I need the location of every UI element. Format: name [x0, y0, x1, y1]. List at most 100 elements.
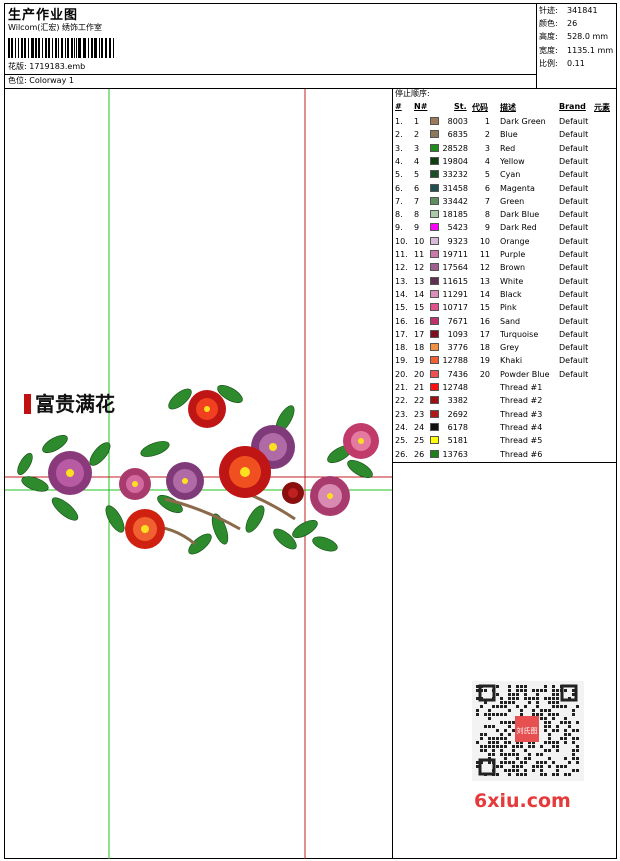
row-n: 25: [414, 436, 425, 446]
color-swatch: [430, 210, 439, 219]
row-code: 11: [479, 250, 490, 259]
color-swatch: [430, 276, 439, 285]
row-desc: Green: [500, 196, 525, 206]
color-swatch: [430, 356, 439, 365]
row-stitches: 8003: [447, 117, 468, 126]
design-value: 1719183.emb: [29, 62, 86, 71]
row-brand: Default: [559, 183, 589, 193]
row-num: 1.: [395, 117, 403, 126]
peony-embroidery-artwork: 富贵满花: [17, 384, 379, 555]
row-num: 6.: [395, 183, 403, 193]
row-num: 4.: [395, 156, 403, 166]
row-brand: Default: [559, 289, 589, 299]
row-n: 26: [414, 449, 425, 459]
row-stitches: 33232: [442, 170, 468, 180]
row-n: 15: [414, 303, 425, 313]
row-desc: Khaki: [500, 356, 523, 366]
flower-darkred-4: [282, 482, 304, 504]
flower-pink-5: [343, 423, 379, 459]
row-code: 8: [484, 210, 490, 220]
row-desc: Dark Blue: [500, 210, 540, 220]
row-num: 12.: [395, 263, 408, 273]
row-desc: Magenta: [500, 183, 535, 193]
row-stitches: 19711: [442, 250, 468, 259]
row-n: 5: [414, 170, 420, 180]
row-code: 18: [479, 343, 490, 353]
row-code: 17: [479, 329, 490, 339]
row-n: 22: [414, 396, 425, 406]
row-num: 26.: [395, 449, 408, 459]
color-swatch: [430, 329, 439, 338]
color-swatch: [430, 383, 439, 391]
flower-magenta-3: [166, 462, 204, 500]
row-n: 7: [414, 196, 420, 206]
row-stitches: 17564: [442, 263, 468, 273]
colorway-label: 色位:: [8, 76, 27, 85]
colorway-line: 色位: Colorway 1: [8, 76, 74, 86]
row-stitches: 6835: [447, 130, 468, 140]
row-num: 5.: [395, 170, 403, 180]
red-seal-stamp: [24, 394, 31, 414]
row-code: 15: [479, 303, 490, 313]
flower-pink-6: [310, 476, 350, 516]
row-n: 16: [414, 316, 425, 326]
row-stitches: 7671: [447, 316, 468, 326]
row-code: 6: [484, 183, 490, 193]
row-brand: Default: [559, 196, 589, 206]
row-num: 24.: [395, 422, 408, 432]
row-desc: Grey: [500, 343, 519, 353]
col-header-code: 代码: [472, 103, 488, 112]
row-num: 8.: [395, 210, 403, 220]
row-desc: Dark Green: [500, 117, 546, 126]
col-header-num: #: [395, 102, 402, 111]
qr-code-watermark: 刘氏图: [472, 681, 584, 781]
row-brand: Default: [559, 369, 589, 379]
row-n: 4: [414, 156, 420, 166]
row-code: 10: [479, 236, 490, 246]
row-code: 16: [479, 316, 490, 326]
row-num: 18.: [395, 343, 408, 353]
row-brand: Default: [559, 223, 589, 233]
row-num: 15.: [395, 303, 408, 313]
row-num: 22.: [395, 396, 408, 406]
row-desc: Black: [500, 289, 522, 299]
color-swatch: [430, 130, 439, 139]
row-brand: Default: [559, 316, 589, 326]
row-code: 14: [479, 289, 490, 299]
row-num: 14.: [395, 289, 408, 299]
row-desc: Sand: [500, 316, 521, 326]
row-brand: Default: [559, 343, 589, 353]
row-desc: Blue: [500, 130, 518, 140]
col-header-brand: Brand: [559, 102, 586, 111]
row-brand: Default: [559, 329, 589, 339]
row-n: 14: [414, 289, 425, 299]
color-swatch: [430, 143, 439, 152]
color-swatch: [430, 263, 439, 272]
row-code: 1: [484, 117, 490, 126]
row-stitches: 3382: [447, 396, 468, 406]
divider: [536, 3, 537, 89]
divider: [392, 462, 617, 463]
row-desc: Thread #5: [500, 436, 543, 446]
row-n: 1: [414, 117, 420, 126]
row-num: 10.: [395, 236, 408, 246]
col-header-n: N#: [414, 102, 428, 111]
flower-red-1: [188, 390, 226, 428]
row-code: 5: [484, 170, 490, 180]
row-desc: Purple: [500, 250, 526, 259]
row-brand: Default: [559, 356, 589, 366]
row-n: 13: [414, 276, 425, 286]
stat-width: 宽度: 1135.1 mm: [539, 45, 614, 55]
stat-scale: 比例: 0.11: [539, 58, 585, 68]
row-code: 12: [479, 263, 490, 273]
barcode: [8, 38, 114, 58]
row-num: 25.: [395, 436, 408, 446]
row-num: 17.: [395, 329, 408, 339]
row-stitches: 11615: [442, 276, 468, 286]
stat-colors: 颜色: 26: [539, 19, 578, 29]
row-code: 20: [479, 369, 490, 379]
row-num: 21.: [395, 383, 408, 392]
design-canvas: 富贵满花: [5, 89, 392, 859]
row-brand: Default: [559, 130, 589, 140]
color-swatch: [430, 449, 439, 458]
